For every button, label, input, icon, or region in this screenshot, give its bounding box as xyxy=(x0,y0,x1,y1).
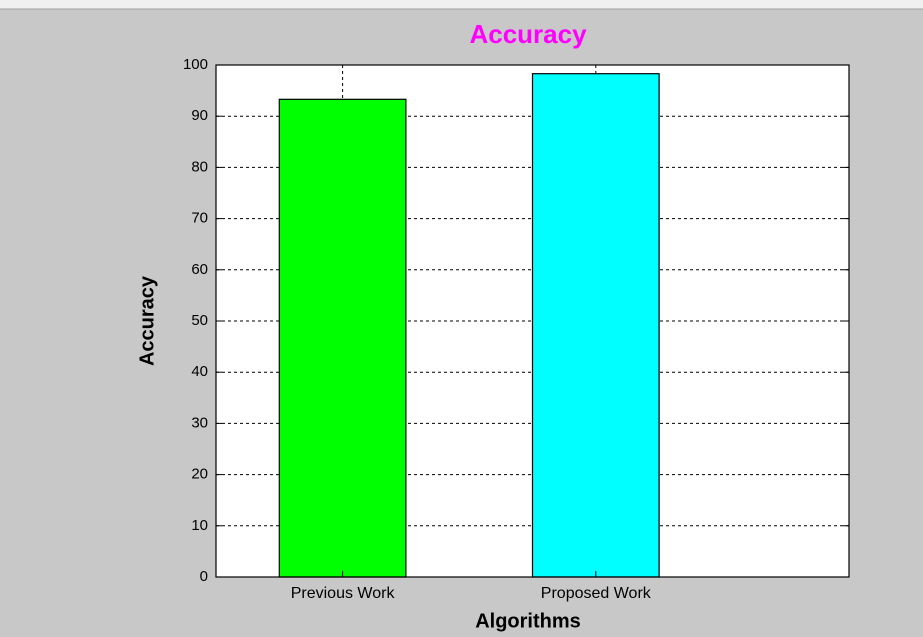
bar xyxy=(531,73,660,578)
y-tick-label: 90 xyxy=(191,107,208,124)
y-tick-label: 10 xyxy=(191,517,208,534)
y-tick-label: 40 xyxy=(191,363,208,380)
x-axis-label: Algorithms xyxy=(475,610,581,632)
y-tick-label: 70 xyxy=(191,210,208,227)
y-tick-label: 50 xyxy=(191,312,208,329)
y-tick-label: 80 xyxy=(191,158,208,175)
x-tick-label: Proposed Work xyxy=(541,585,652,602)
y-axis-label: Accuracy xyxy=(136,275,158,366)
y-tick-label: 100 xyxy=(183,56,208,73)
chart-title: Accuracy xyxy=(469,19,587,49)
y-tick-label: 30 xyxy=(191,414,208,431)
bar xyxy=(278,98,407,578)
x-tick-label: Previous Work xyxy=(291,585,396,602)
y-tick-label: 0 xyxy=(200,568,208,585)
y-tick-label: 20 xyxy=(191,466,208,483)
top-strip xyxy=(0,0,923,9)
plot-frame xyxy=(215,64,850,578)
y-tick-label: 60 xyxy=(191,261,208,278)
